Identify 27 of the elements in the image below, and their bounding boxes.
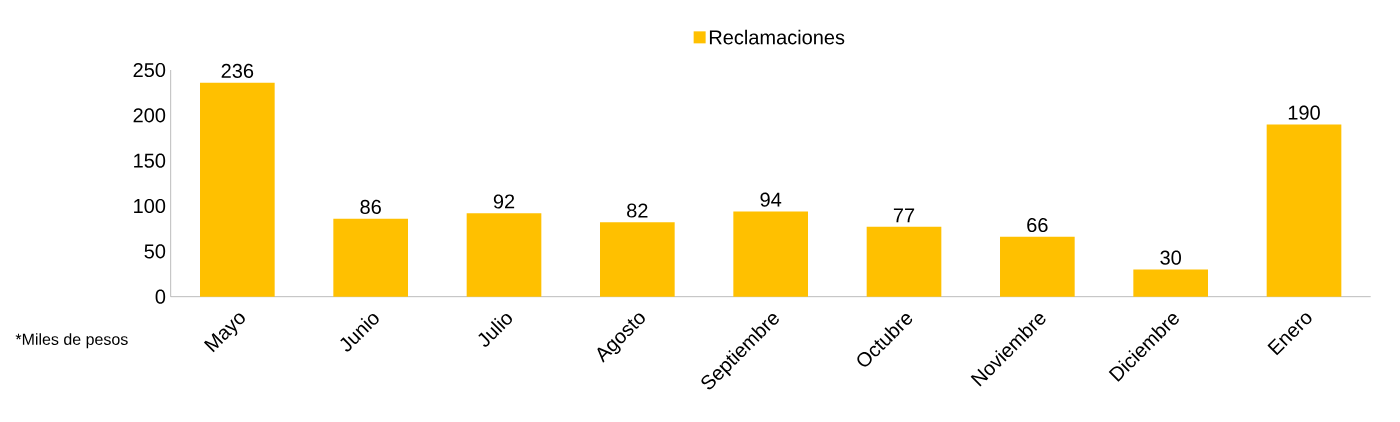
bar (866, 226, 942, 297)
legend-label: Reclamaciones (709, 29, 845, 45)
bar (1133, 269, 1209, 297)
y-tick-label: 200 (133, 108, 166, 123)
bar (1000, 236, 1075, 297)
data-label: 86 (360, 199, 381, 214)
data-label: 30 (1160, 250, 1181, 265)
data-label: 190 (1288, 105, 1320, 120)
data-label: 94 (760, 192, 782, 207)
bar (1266, 124, 1342, 297)
text: *Miles de pesos (15, 333, 128, 349)
bar (466, 213, 542, 297)
bar (733, 211, 809, 297)
y-tick-label: 100 (134, 198, 166, 214)
data-label: 66 (1027, 217, 1048, 233)
bar (333, 218, 408, 297)
data-label: 77 (893, 208, 915, 223)
x-tick-label: Julio (478, 314, 512, 347)
bar (200, 82, 275, 297)
y-tick-label: 0 (155, 289, 166, 304)
y-tick-label: 250 (133, 62, 166, 78)
y-tick-label: 50 (144, 244, 166, 259)
data-label: 82 (627, 203, 648, 218)
data-label: 236 (221, 63, 254, 78)
bar (600, 222, 675, 297)
data-label: 92 (493, 194, 515, 209)
y-tick-label: 150 (134, 153, 166, 168)
